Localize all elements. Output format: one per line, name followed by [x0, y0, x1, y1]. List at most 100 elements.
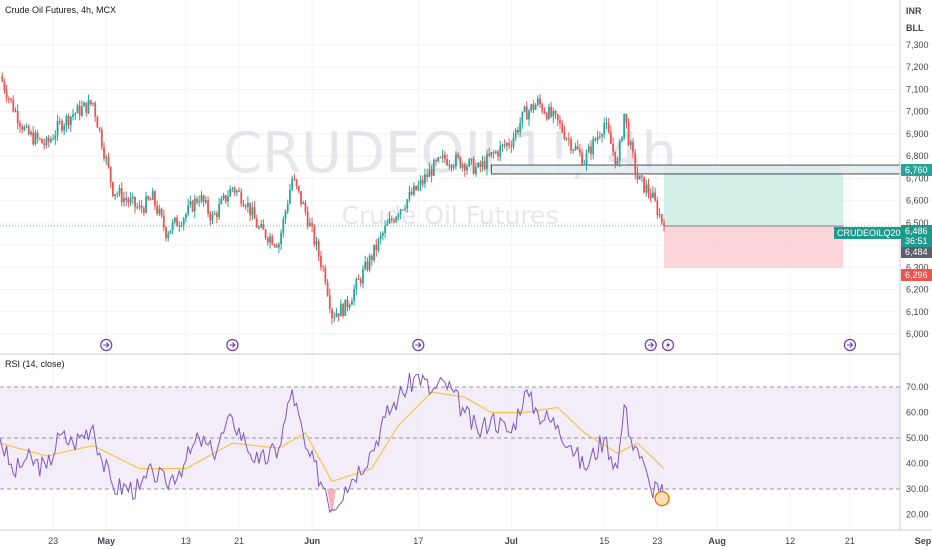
- candle-body: [623, 113, 626, 138]
- candle-body: [510, 145, 513, 147]
- position-loss-zone[interactable]: [664, 225, 844, 269]
- rsi-line: [0, 372, 665, 514]
- candle-body: [227, 196, 229, 202]
- candle-body: [16, 110, 19, 124]
- candle-body: [654, 192, 657, 201]
- price-tick-label: 7,200: [906, 62, 929, 72]
- candle-body: [244, 206, 247, 208]
- candle-body: [415, 185, 418, 191]
- candle-body: [435, 160, 437, 162]
- position-profit-zone[interactable]: [664, 165, 844, 226]
- candle-body: [34, 132, 37, 145]
- candle-body: [304, 202, 307, 212]
- candle-body: [291, 178, 294, 190]
- candle-body: [605, 123, 608, 125]
- candle-body: [390, 218, 393, 220]
- time-tick-label: 12: [785, 536, 795, 546]
- price-tick-label: 6,700: [906, 173, 929, 183]
- rsi-alert-circle[interactable]: [654, 490, 670, 507]
- candle-body: [107, 156, 110, 167]
- candle-body: [3, 81, 6, 91]
- event-marker-icon[interactable]: [100, 338, 113, 352]
- candle-body: [326, 282, 329, 296]
- candle-body: [213, 213, 216, 215]
- candle-body: [503, 144, 506, 146]
- candle-body: [54, 135, 57, 140]
- candle-body: [65, 115, 68, 126]
- candle-body: [165, 227, 167, 239]
- candle-body: [182, 218, 185, 226]
- stop-price-tag-text: 6,296: [905, 270, 928, 280]
- candle-body: [370, 255, 373, 261]
- price-tick-label: 6,200: [906, 285, 929, 295]
- event-marker-icon[interactable]: [226, 338, 239, 352]
- candle-body: [567, 138, 570, 140]
- candle-body: [528, 110, 530, 120]
- candle-body: [501, 144, 504, 146]
- candle-body: [663, 222, 665, 226]
- candle-body: [514, 129, 517, 138]
- candle-body: [43, 143, 46, 146]
- price-tags: 6,760 CRUDEOILQ2024 6,486 36:51 6,484 6,…: [834, 164, 932, 281]
- candle-body: [401, 209, 404, 211]
- candle-body: [572, 149, 575, 151]
- candle-body: [23, 126, 26, 130]
- rsi-pane[interactable]: RSI (14, close): [0, 359, 900, 515]
- event-marker-icon[interactable]: [412, 338, 425, 352]
- candle-body: [472, 158, 475, 174]
- candle-body: [154, 191, 156, 206]
- candle-body: [100, 129, 103, 148]
- event-marker-icon[interactable]: [644, 338, 657, 352]
- candle-body: [158, 208, 161, 214]
- candle-body: [187, 204, 190, 215]
- currency-label[interactable]: INR: [906, 6, 922, 16]
- candle-body: [421, 179, 424, 184]
- rsi-axis-ticks: 20.00 30.00 40.00 50.00 60.00 70.00: [906, 382, 929, 520]
- candle-body: [658, 214, 661, 216]
- candle-body: [443, 154, 446, 159]
- candle-body: [656, 200, 659, 216]
- candle-body: [357, 279, 360, 281]
- candle-body: [348, 304, 351, 308]
- candlestick-series[interactable]: [1, 72, 665, 325]
- candle-body: [539, 98, 541, 105]
- candle-body: [364, 261, 367, 270]
- candle-body: [430, 169, 433, 176]
- candle-body: [616, 160, 619, 165]
- candle-body: [488, 153, 491, 156]
- candle-body: [426, 174, 429, 178]
- event-marker-icon[interactable]: [843, 338, 857, 352]
- candle-body: [397, 214, 400, 217]
- candle-body: [242, 203, 245, 207]
- candle-body: [592, 138, 595, 155]
- event-marker-icon[interactable]: [661, 338, 675, 352]
- candle-body: [32, 132, 35, 145]
- time-axis[interactable]: 23 May 13 21 Jun 17 Jul 15 23 Aug 12 21 Sep: [48, 536, 932, 546]
- candle-body: [58, 121, 61, 123]
- event-markers[interactable]: [100, 338, 857, 352]
- time-tick-label: May: [97, 536, 115, 546]
- candle-body: [404, 208, 406, 210]
- candle-body: [191, 201, 194, 212]
- candle-body: [574, 146, 577, 150]
- candle-body: [536, 98, 539, 105]
- candle-body: [224, 195, 227, 202]
- candle-body: [583, 164, 586, 166]
- candle-body: [74, 113, 77, 115]
- rsi-moving-average-line: [0, 391, 665, 482]
- candle-body: [145, 196, 147, 213]
- candle-body: [240, 191, 243, 204]
- rsi-oversold-fill: [327, 489, 336, 515]
- horizontal-zone-rectangle[interactable]: [490, 164, 911, 175]
- candle-body: [36, 132, 39, 139]
- candle-body: [497, 151, 499, 157]
- candle-body: [603, 123, 606, 135]
- candle-body: [563, 131, 566, 140]
- candle-body: [384, 225, 387, 234]
- candle-body: [120, 188, 123, 203]
- unit-label[interactable]: BLL: [906, 23, 924, 33]
- candle-body: [21, 126, 24, 130]
- candle-body: [222, 195, 225, 199]
- candle-body: [545, 113, 548, 120]
